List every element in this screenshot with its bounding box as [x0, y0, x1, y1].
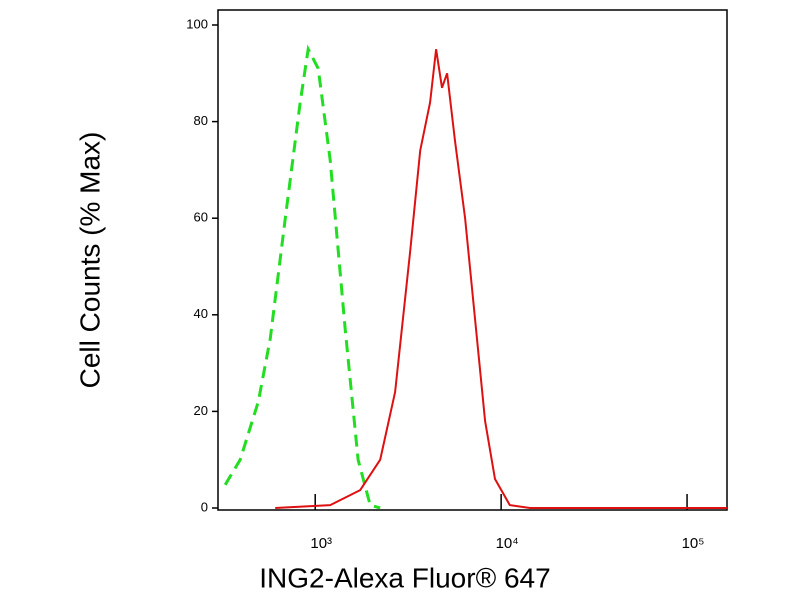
- y-tick-label: 40: [194, 306, 208, 321]
- x-tick-label: 10⁵: [682, 535, 705, 552]
- x-axis-label: ING2-Alexa Fluor® 647: [259, 562, 550, 593]
- y-tick-label: 100: [186, 16, 208, 31]
- y-axis-label: Cell Counts (% Max): [74, 132, 105, 389]
- y-tick-label: 80: [194, 113, 208, 128]
- y-tick-label: 0: [201, 499, 208, 514]
- series-line: [275, 49, 727, 509]
- series-line: [223, 44, 381, 510]
- y-tick-label: 20: [194, 403, 208, 418]
- y-tick-label: 60: [194, 210, 208, 225]
- x-tick-label: 10³: [310, 535, 332, 552]
- plot-frame: [217, 9, 728, 511]
- x-tick-label: 10⁴: [496, 535, 519, 552]
